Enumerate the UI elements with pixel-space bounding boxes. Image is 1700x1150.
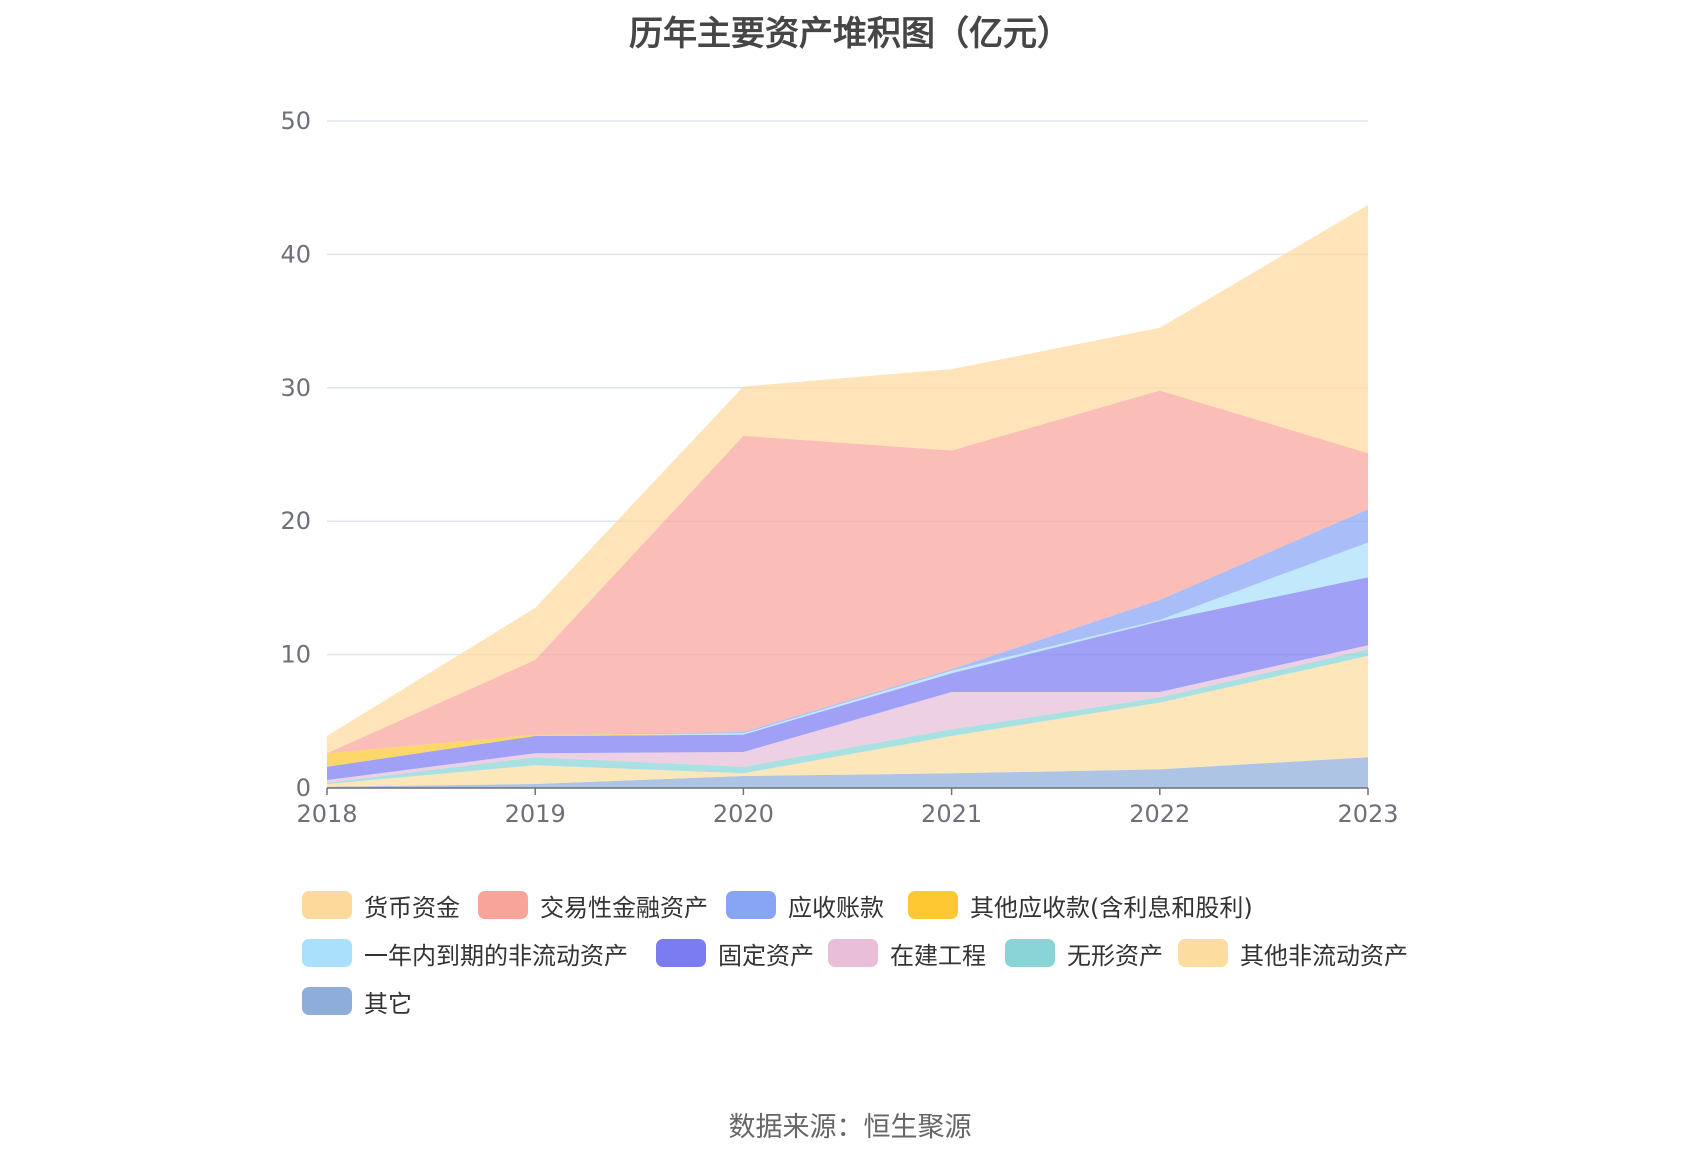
legend-swatch <box>726 891 776 919</box>
y-tick-label: 50 <box>280 107 311 135</box>
legend-swatch <box>828 939 878 967</box>
legend-swatch <box>302 891 352 919</box>
chart-title: 历年主要资产堆积图（亿元） <box>629 14 1071 54</box>
legend-item[interactable]: 其它 <box>302 984 412 1018</box>
legend-item[interactable]: 一年内到期的非流动资产 <box>302 936 628 970</box>
legend-swatch <box>1178 939 1228 967</box>
legend-label: 一年内到期的非流动资产 <box>364 941 628 970</box>
area-series-6 <box>327 542 1368 767</box>
x-tick-label: 2020 <box>713 800 774 828</box>
legend-label: 应收账款 <box>788 893 884 922</box>
legend-swatch <box>1005 939 1055 967</box>
legend-label: 交易性金融资产 <box>540 893 708 922</box>
legend-item[interactable]: 货币资金 <box>302 888 460 922</box>
legend-item[interactable]: 在建工程 <box>828 936 986 970</box>
legend-item[interactable]: 固定资产 <box>656 936 814 970</box>
legend-label: 无形资产 <box>1067 941 1163 970</box>
legend-label: 其他应收款(含利息和股利) <box>970 893 1253 922</box>
legend-label: 固定资产 <box>718 941 814 970</box>
x-tick-label: 2021 <box>921 800 982 828</box>
legend-swatch <box>478 891 528 919</box>
area-series-3 <box>327 645 1368 783</box>
legend-item[interactable]: 应收账款 <box>726 888 884 922</box>
legend-swatch <box>908 891 958 919</box>
legend-swatch <box>302 939 352 967</box>
area-series-4 <box>327 577 1368 780</box>
area-series-9 <box>327 205 1368 754</box>
area-series-1 <box>327 655 1368 787</box>
legend-item[interactable]: 其他非流动资产 <box>1178 936 1408 970</box>
axes: 0 10 20 30 40 50 2018 2019 2020 2021 2022 2023 <box>280 107 1398 828</box>
x-tick-label: 2018 <box>296 800 357 828</box>
area-series-0 <box>327 757 1368 788</box>
area-series-8 <box>327 390 1368 754</box>
legend-item[interactable]: 无形资产 <box>1005 936 1163 970</box>
x-tick-label: 2022 <box>1129 800 1190 828</box>
y-tick-label: 40 <box>280 240 311 268</box>
legend-label: 其他非流动资产 <box>1240 941 1408 970</box>
legend-item[interactable]: 交易性金融资产 <box>478 888 708 922</box>
y-tick-label: 10 <box>280 641 311 669</box>
legend-swatch <box>302 987 352 1015</box>
x-tick-label: 2019 <box>505 800 566 828</box>
legend-swatch <box>656 939 706 967</box>
legend-label: 其它 <box>364 989 412 1018</box>
y-tick-label: 30 <box>280 374 311 402</box>
legend-label: 在建工程 <box>890 941 986 970</box>
y-tick-label: 0 <box>296 774 311 802</box>
legend-item[interactable]: 其他应收款(含利息和股利) <box>908 888 1253 922</box>
legend-label: 货币资金 <box>364 893 460 922</box>
x-tick-label: 2023 <box>1337 800 1398 828</box>
area-series <box>327 205 1368 788</box>
area-series-2 <box>327 649 1368 784</box>
y-tick-label: 20 <box>280 507 311 535</box>
data-source-note: 数据来源：恒生聚源 <box>728 1112 972 1143</box>
